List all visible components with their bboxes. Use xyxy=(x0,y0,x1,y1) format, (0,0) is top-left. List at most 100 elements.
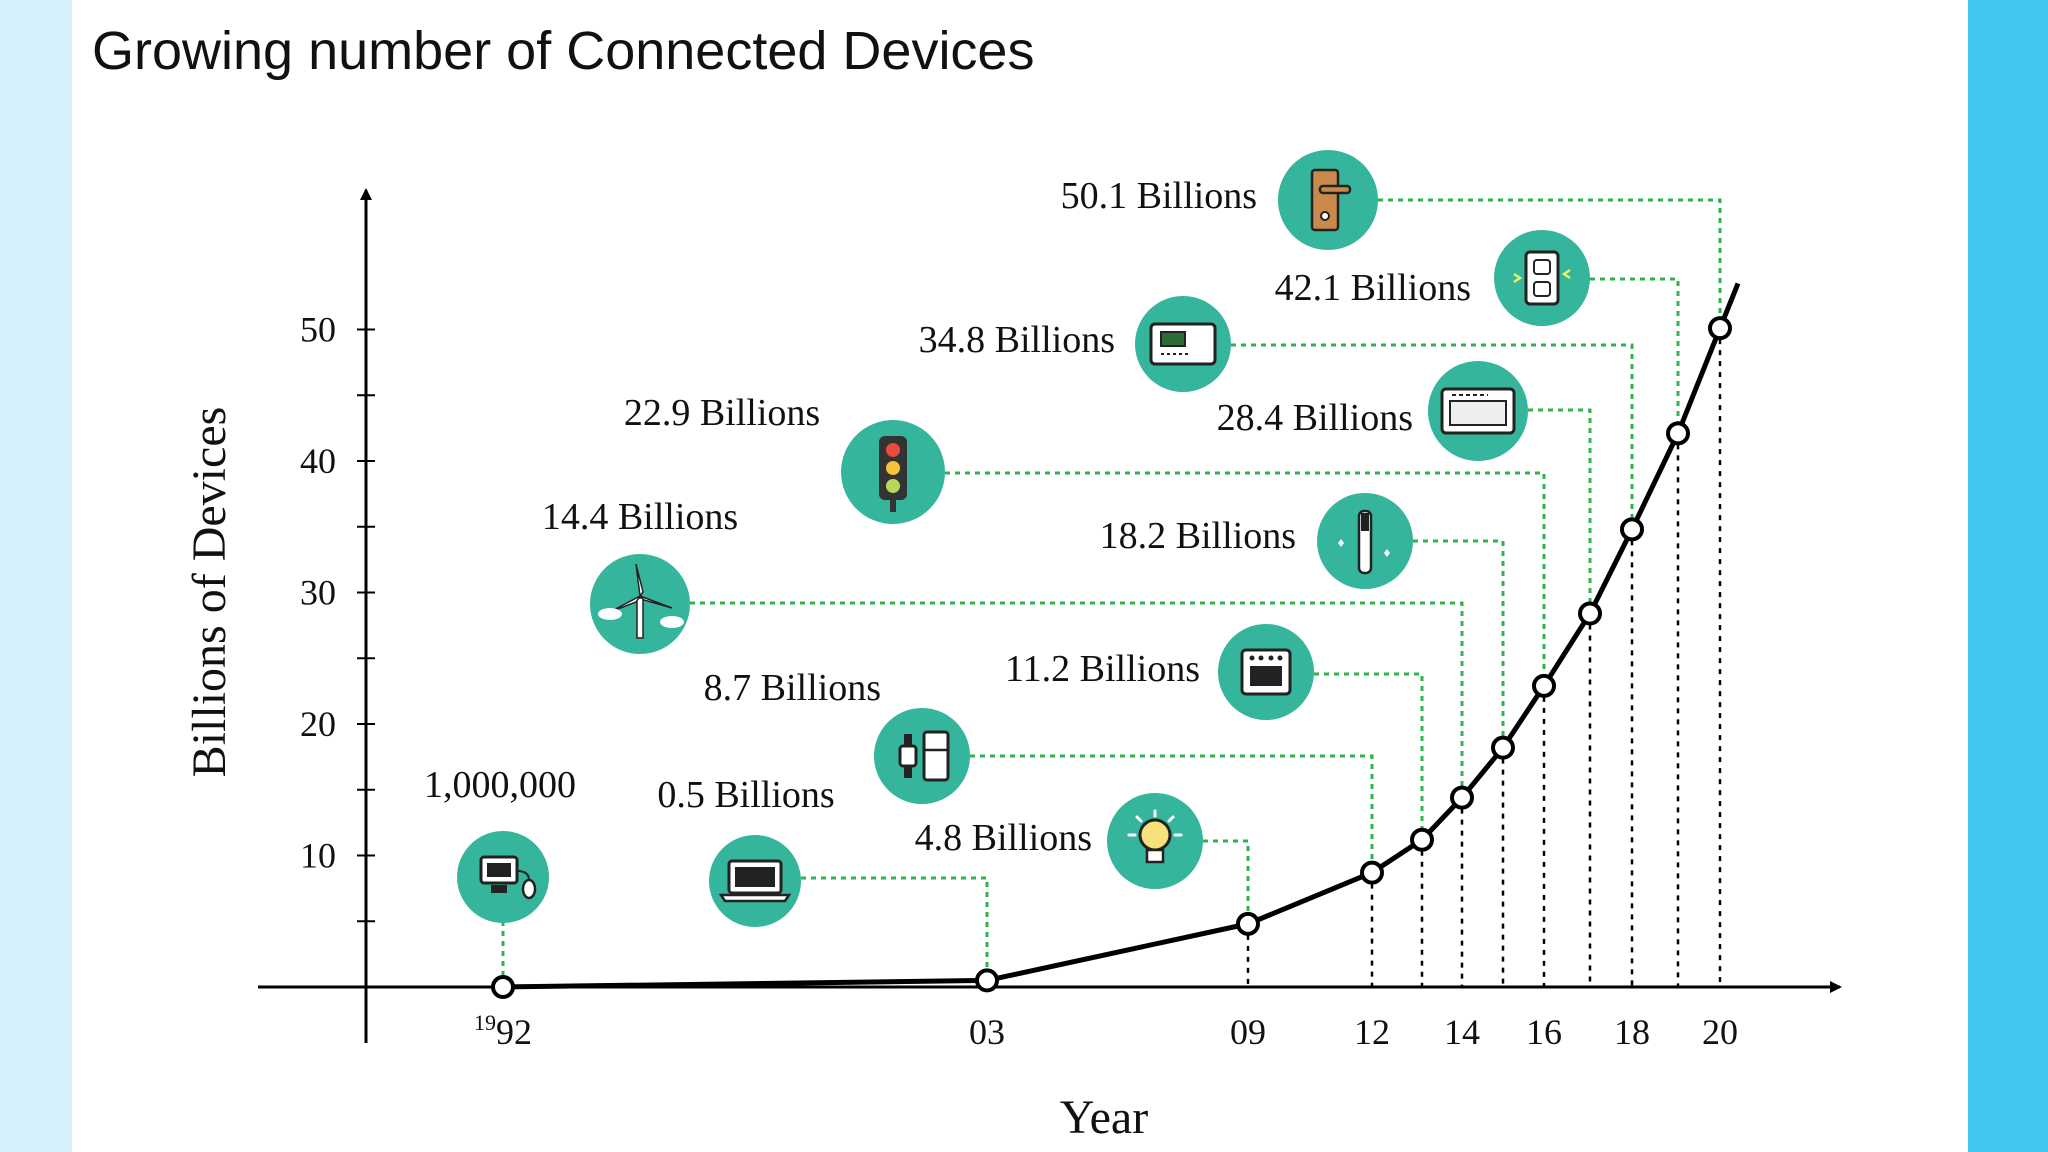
data-label: 28.4 Billions xyxy=(1217,397,1413,439)
y-tick-label: 20 xyxy=(300,704,336,744)
oven-knob xyxy=(1258,655,1264,661)
oven-knob xyxy=(1249,655,1255,661)
series-line xyxy=(502,282,1741,990)
data-label: 1,000,000 xyxy=(424,764,576,806)
leader-line xyxy=(801,876,989,970)
data-label: 14.4 Billions xyxy=(542,496,738,538)
toothbrush-bristles xyxy=(1361,513,1369,531)
data-point xyxy=(1620,517,1644,542)
x-tick-prefix: 19 xyxy=(474,1010,496,1035)
leader-line xyxy=(690,601,1464,787)
bulb-base xyxy=(1145,848,1165,864)
wind-turbine-icon xyxy=(590,554,690,654)
x-tick-label: 14 xyxy=(1444,1012,1480,1052)
leader-line xyxy=(1528,408,1592,603)
x-tick-label: 16 xyxy=(1526,1012,1562,1052)
oven-window xyxy=(1250,666,1282,686)
y-tick-label: 30 xyxy=(300,573,336,613)
leader-line xyxy=(1590,277,1680,423)
x-tick-label: 18 xyxy=(1614,1012,1650,1052)
watch-strap-bottom xyxy=(904,766,912,778)
turbine-blade xyxy=(639,595,673,609)
laptop-base xyxy=(718,893,792,903)
x-tick-label: 03 xyxy=(969,1012,1005,1052)
spark xyxy=(1513,268,1571,284)
y-tick-label: 10 xyxy=(300,836,336,876)
desktop-computer-icon xyxy=(457,831,549,923)
traffic-light-pole xyxy=(890,500,896,512)
data-point xyxy=(1360,860,1384,885)
laptop-icon xyxy=(709,835,801,927)
y-tick-label: 50 xyxy=(300,310,336,350)
yellow-light xyxy=(886,461,900,475)
x-tick-label: 20 xyxy=(1702,1012,1738,1052)
data-label: 50.1 Billions xyxy=(1061,175,1257,217)
data-label: 22.9 Billions xyxy=(624,392,820,434)
cloud xyxy=(598,608,622,620)
outlet-socket xyxy=(1533,281,1551,297)
leader-line xyxy=(1413,539,1505,737)
data-point xyxy=(1450,785,1474,810)
data-label: 4.8 Billions xyxy=(915,817,1092,859)
cloud xyxy=(660,616,684,628)
icon-badge xyxy=(874,708,970,804)
thermostat-screen xyxy=(1160,331,1186,347)
desktop-cable xyxy=(516,870,530,881)
turbine-blade xyxy=(609,595,641,613)
oven-knob xyxy=(1268,655,1274,661)
data-point xyxy=(1708,316,1732,341)
data-point xyxy=(975,968,999,993)
data-point xyxy=(1410,827,1434,852)
bulb-ray xyxy=(1167,815,1175,823)
data-point xyxy=(1666,421,1690,446)
data-label: 11.2 Billions xyxy=(1005,648,1200,690)
turbine-tower xyxy=(636,597,644,639)
thermostat-icon xyxy=(1135,296,1231,392)
oven-knob xyxy=(1277,655,1283,661)
watch-face xyxy=(898,744,918,768)
lock-keyhole xyxy=(1320,211,1330,221)
x-tick-main: 92 xyxy=(496,1012,532,1052)
data-label: 18.2 Billions xyxy=(1100,515,1296,557)
leader-line xyxy=(945,471,1546,675)
y-tick-label: 40 xyxy=(300,441,336,481)
air-conditioner-icon xyxy=(1428,361,1528,461)
watch-and-fridge-icon xyxy=(874,708,970,804)
leader-line xyxy=(1378,198,1722,318)
data-point xyxy=(1491,735,1515,760)
bulb-glass xyxy=(1138,818,1172,852)
y-axis-title: Billions of Devices xyxy=(183,407,236,778)
green-light xyxy=(886,479,900,493)
x-tick-label: 09 xyxy=(1230,1012,1266,1052)
leader-line xyxy=(1231,343,1634,519)
ac-vent xyxy=(1449,400,1507,426)
watch-strap-top xyxy=(904,734,912,746)
desktop-display xyxy=(487,863,511,877)
desktop-stand xyxy=(491,885,507,893)
left-accent-bar xyxy=(0,0,72,1152)
slide-title: Growing number of Connected Devices xyxy=(92,21,1035,81)
turbine-blade xyxy=(635,563,644,598)
lock-handle xyxy=(1318,184,1352,195)
red-light xyxy=(886,443,900,457)
laptop-display xyxy=(735,867,775,887)
traffic-light-icon xyxy=(841,420,945,524)
outlet-socket xyxy=(1533,259,1551,275)
leader-line xyxy=(1203,839,1250,913)
data-point xyxy=(1578,601,1602,626)
x-tick-label: 12 xyxy=(1354,1012,1390,1052)
leader-line xyxy=(1314,672,1424,829)
x-axis-title: Year xyxy=(1060,1091,1148,1144)
light-bulb-icon xyxy=(1107,793,1203,889)
data-label: 0.5 Billions xyxy=(657,774,834,816)
right-accent-bar xyxy=(1968,0,2048,1152)
desktop-mouse xyxy=(521,878,537,900)
toothbrush-icon xyxy=(1317,493,1413,589)
data-label: 8.7 Billions xyxy=(704,667,881,709)
data-point xyxy=(1236,911,1260,936)
x-tick-label: 1992 xyxy=(474,1010,532,1052)
data-point xyxy=(491,974,515,999)
data-point xyxy=(1532,673,1556,698)
bulb-ray xyxy=(1135,815,1143,823)
